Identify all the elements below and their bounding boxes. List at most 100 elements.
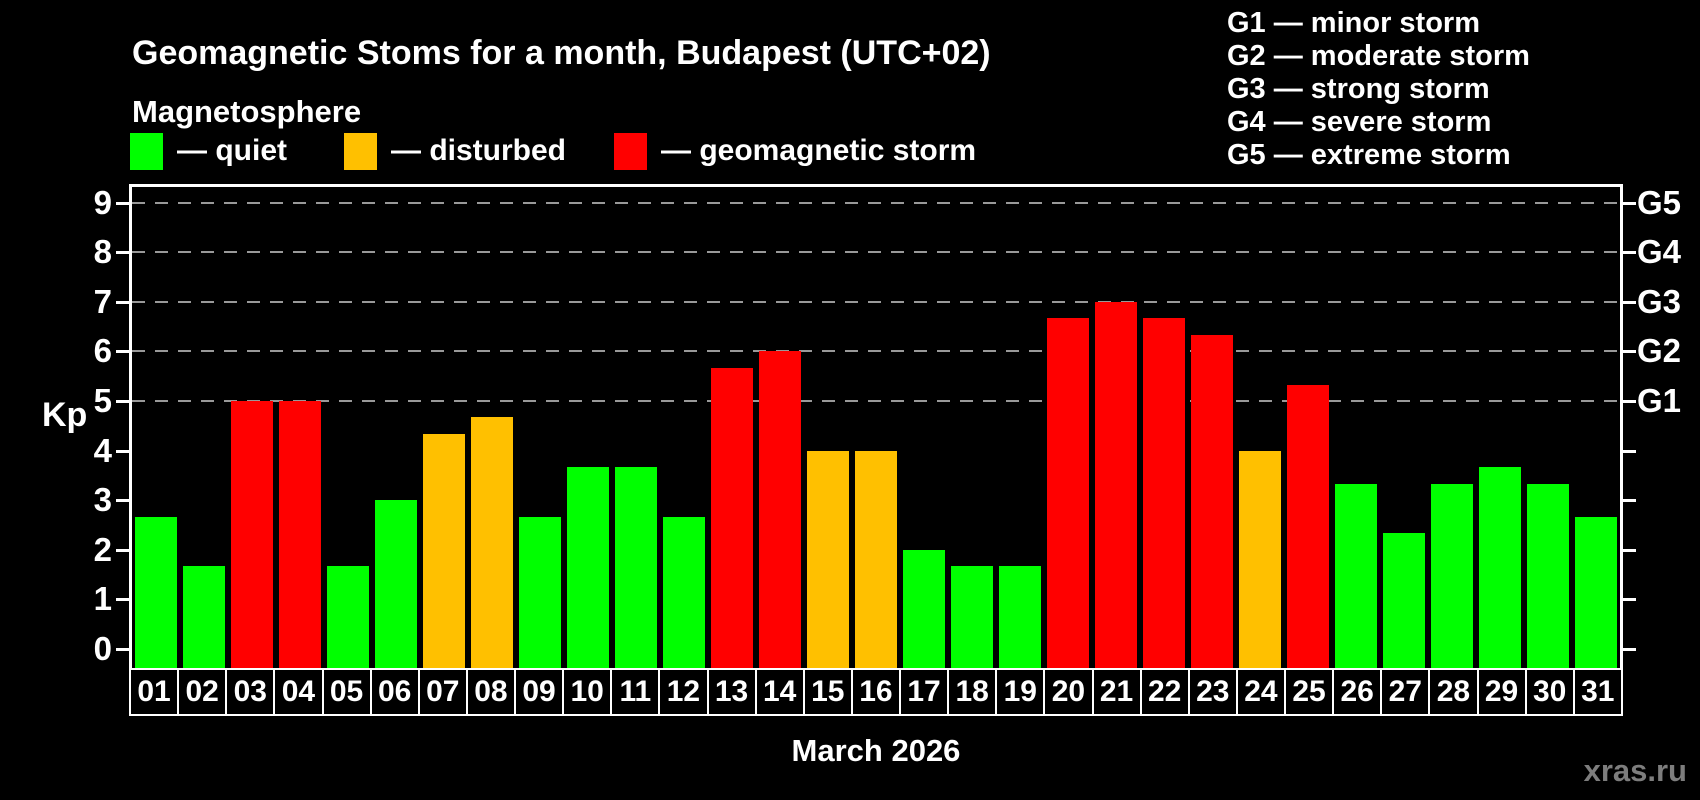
- right-axis-label-g1: G1: [1637, 382, 1682, 419]
- right-axis-label-g4: G4: [1637, 233, 1682, 271]
- day-label-17: 17: [899, 668, 948, 716]
- day-label-27: 27: [1380, 668, 1429, 716]
- left-tick-kp-8: [116, 251, 129, 255]
- left-tick-kp-4: [116, 449, 129, 453]
- day-label-26: 26: [1332, 668, 1381, 716]
- day-label-14: 14: [754, 668, 803, 716]
- watermark: xras.ru: [1583, 753, 1687, 788]
- y-tick-label-6: 6: [93, 332, 112, 370]
- day-label-11: 11: [610, 668, 659, 716]
- storm-scale-g2: G2 — moderate storm: [1227, 40, 1530, 72]
- storm-scale-g4: G4 — severe storm: [1227, 106, 1492, 138]
- day-label-05: 05: [321, 668, 370, 716]
- bar-day-04: [279, 401, 321, 668]
- legend-item-disturbed: — disturbed: [344, 131, 566, 171]
- right-tick-kp-9: [1623, 201, 1636, 205]
- day-label-09: 09: [514, 668, 563, 716]
- gridline-kp-6: [132, 350, 1620, 353]
- y-tick-label-0: 0: [93, 630, 112, 667]
- bar-day-08: [471, 417, 513, 668]
- y-tick-label-1: 1: [93, 580, 112, 618]
- day-label-15: 15: [802, 668, 851, 716]
- x-axis-day-row: 01 02 03 04 05 06 07 08 09 10 11 12 13 14 15 16 17 18 19 20…: [129, 668, 1623, 716]
- legend-label-quiet: — quiet: [177, 134, 287, 167]
- magnetosphere-heading: Magnetosphere: [132, 94, 362, 129]
- disturbed-color-swatch: [344, 132, 377, 170]
- day-label-03: 03: [225, 668, 274, 716]
- gridline-kp-9: [132, 201, 1620, 204]
- left-tick-kp-5: [116, 400, 129, 403]
- right-tick-kp-0: [1623, 648, 1636, 651]
- bar-day-11: [615, 466, 657, 668]
- day-label-16: 16: [850, 668, 899, 716]
- legend-item-quiet: — quiet: [130, 131, 287, 171]
- left-tick-kp-3: [116, 499, 129, 503]
- bar-day-22: [1143, 318, 1185, 668]
- bar-day-06: [375, 500, 417, 668]
- bar-day-15: [807, 450, 849, 668]
- bar-day-31: [1575, 516, 1617, 668]
- day-label-24: 24: [1235, 668, 1284, 716]
- day-label-23: 23: [1187, 668, 1236, 716]
- day-label-31: 31: [1572, 668, 1623, 716]
- bar-day-07: [423, 434, 465, 668]
- right-tick-kp-7: [1623, 300, 1636, 304]
- day-label-12: 12: [658, 668, 707, 716]
- y-tick-label-5: 5: [93, 382, 112, 419]
- bar-day-13: [711, 367, 753, 668]
- storm-scale-g1: G1 — minor storm: [1227, 7, 1480, 39]
- y-tick-label-2: 2: [93, 530, 112, 568]
- plot-area: 0 1 2 3 4 5 6 7 8 9 G1 G2 G3 G4 G5: [94, 184, 1681, 668]
- day-label-22: 22: [1139, 668, 1188, 716]
- bar-day-25: [1287, 384, 1329, 668]
- right-axis-label-g3: G3: [1637, 282, 1682, 320]
- bar-day-21: [1095, 301, 1137, 668]
- left-tick-kp-1: [116, 598, 129, 602]
- bar-day-26: [1335, 483, 1377, 668]
- left-tick-kp-2: [116, 548, 129, 552]
- storm-color-swatch: [614, 132, 647, 170]
- storm-scale-legend: G1 — minor storm G2 — moderate storm G3 …: [1227, 7, 1530, 172]
- bar-day-03: [231, 401, 273, 668]
- bar-day-17: [903, 549, 945, 668]
- bar-day-09: [519, 516, 561, 668]
- day-label-29: 29: [1476, 668, 1525, 716]
- day-label-19: 19: [995, 668, 1044, 716]
- y-tick-label-4: 4: [93, 431, 112, 469]
- bar-day-01: [135, 516, 177, 668]
- day-label-13: 13: [706, 668, 755, 716]
- right-tick-kp-8: [1623, 251, 1636, 255]
- day-label-01: 01: [129, 668, 178, 716]
- bar-day-23: [1191, 335, 1233, 668]
- left-tick-kp-9: [116, 201, 129, 205]
- bar-day-12: [663, 516, 705, 668]
- day-label-10: 10: [562, 668, 611, 716]
- bar-day-05: [327, 566, 369, 668]
- day-label-07: 07: [417, 668, 466, 716]
- bar-day-20: [1047, 318, 1089, 668]
- y-tick-label-3: 3: [93, 481, 112, 519]
- bar-day-24: [1239, 450, 1281, 668]
- bar-day-29: [1479, 466, 1521, 668]
- legend-label-disturbed: — disturbed: [391, 134, 567, 167]
- right-tick-kp-2: [1623, 548, 1636, 552]
- y-tick-label-7: 7: [93, 282, 112, 320]
- x-axis-title: March 2026: [791, 733, 961, 768]
- legend-item-storm: — geomagnetic storm: [614, 131, 976, 171]
- bar-day-27: [1383, 533, 1425, 668]
- day-label-21: 21: [1091, 668, 1140, 716]
- left-tick-kp-6: [116, 350, 129, 354]
- right-tick-kp-6: [1623, 350, 1636, 354]
- y-tick-label-9: 9: [93, 183, 112, 221]
- right-axis-label-g2: G2: [1637, 332, 1682, 370]
- quiet-color-swatch: [130, 132, 163, 170]
- day-label-28: 28: [1428, 668, 1477, 716]
- right-axis-label-g5: G5: [1637, 183, 1682, 221]
- right-tick-kp-5: [1623, 400, 1636, 403]
- day-label-25: 25: [1284, 668, 1333, 716]
- bar-day-18: [951, 566, 993, 668]
- chart-title: Geomagnetic Stoms for a month, Budapest …: [132, 34, 991, 72]
- storm-scale-g5: G5 — extreme storm: [1227, 139, 1511, 171]
- left-tick-kp-7: [116, 300, 129, 304]
